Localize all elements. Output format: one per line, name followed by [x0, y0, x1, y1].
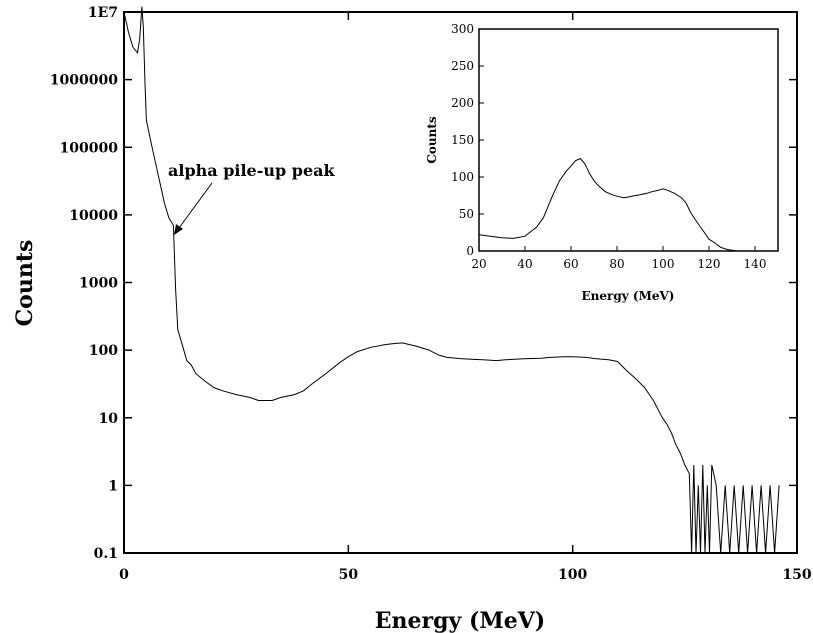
main-y-tick-label: 1	[108, 478, 118, 494]
inset-y-tick-label: 250	[451, 59, 474, 73]
inset-series-line	[478, 157, 744, 252]
main-y-tick-label: 1E7	[88, 5, 118, 21]
inset-axes: 20 40 60 80 100 120 140 0 50 100 150 200 250 300	[451, 22, 766, 271]
inset-x-tick-label: 60	[563, 257, 578, 271]
main-y-tick-label: 1000000	[50, 73, 118, 89]
inset-y-axis-title: Counts	[425, 116, 439, 164]
main-x-tick-label: 0	[119, 567, 129, 583]
main-y-tick-label: 1000	[79, 276, 118, 292]
main-axes: 0 50 100 1500.11101001000100001000001000000…	[50, 5, 812, 583]
inset-y-tick-label: 0	[466, 244, 474, 258]
main-y-tick-label: 100000	[60, 140, 119, 156]
inset-x-axis-title: Energy (MeV)	[582, 289, 675, 303]
inset-y-tick-label: 150	[451, 133, 474, 147]
inset-x-tick-label: 40	[517, 257, 532, 271]
inset-y-tick-label: 300	[451, 22, 474, 36]
main-x-tick-label: 50	[339, 567, 359, 583]
inset-y-tick-label: 50	[459, 207, 474, 221]
inset-plot-frame	[478, 28, 779, 252]
annotation-arrow-line	[178, 182, 213, 229]
inset-x-tick-label: 140	[744, 257, 767, 271]
inset-x-tick-label: 20	[471, 257, 486, 271]
main-series-line	[123, 6, 780, 554]
inset-x-tick-label: 80	[609, 257, 624, 271]
main-y-tick-label: 10	[99, 411, 119, 427]
inset-y-tick-label: 100	[451, 170, 474, 184]
inset-x-tick-label: 120	[698, 257, 721, 271]
annotation-text: alpha pile-up peak	[168, 161, 335, 180]
main-y-tick-label: 10000	[69, 208, 118, 224]
main-y-tick-label: 100	[89, 343, 118, 359]
main-x-axis-title: Energy (MeV)	[375, 608, 545, 633]
main-y-tick-label: 0.1	[94, 546, 118, 562]
inset-y-tick-label: 200	[451, 96, 474, 110]
inset-x-tick-label: 100	[652, 257, 675, 271]
main-x-tick-label: 100	[558, 567, 587, 583]
annotation-arrow-head	[174, 224, 183, 235]
main-y-axis-title: Counts	[12, 240, 38, 327]
main-x-tick-label: 150	[782, 567, 811, 583]
